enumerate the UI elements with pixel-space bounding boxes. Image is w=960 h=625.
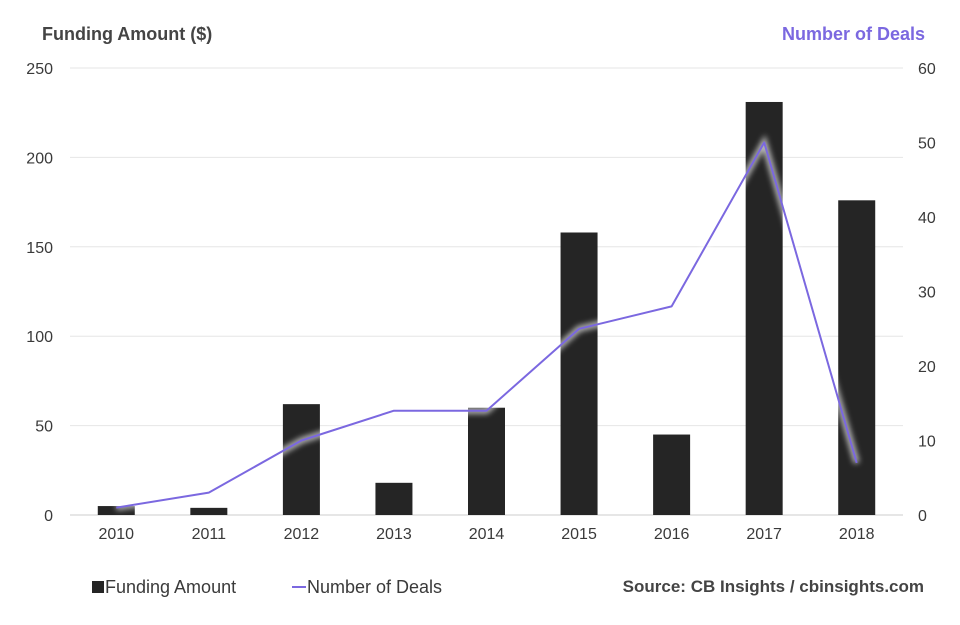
x-tick-label: 2014 [469, 526, 505, 543]
x-tick-label: 2018 [839, 526, 875, 543]
left-tick-label: 200 [26, 150, 53, 167]
right-tick-label: 50 [918, 136, 936, 153]
left-tick-label: 100 [26, 329, 53, 346]
funding-bar [375, 482, 413, 515]
left-tick-label: 150 [26, 240, 53, 257]
legend-line-label: Number of Deals [307, 577, 442, 597]
funding-bar [97, 506, 135, 515]
x-tick-label: 2013 [376, 526, 412, 543]
funding-bar [282, 404, 320, 515]
x-tick-label: 2016 [654, 526, 690, 543]
right-tick-label: 40 [918, 210, 936, 227]
right-axis-ticks: 0 10 20 30 40 50 60 [918, 61, 936, 525]
left-axis-title: Funding Amount ($) [42, 24, 212, 44]
funding-bar [745, 101, 783, 516]
funding-bar [560, 232, 598, 515]
x-tick-label: 2012 [284, 526, 320, 543]
right-tick-label: 0 [918, 508, 927, 525]
deals-line-layer [115, 134, 860, 511]
x-tick-label: 2010 [98, 526, 134, 543]
left-tick-label: 50 [35, 419, 53, 436]
x-tick-label: 2015 [561, 526, 597, 543]
legend-bar-label: Funding Amount [105, 577, 236, 597]
x-axis-ticks: 2010 2011 2012 2013 2014 2015 2016 2017 2018 [98, 526, 874, 543]
legend-bar-swatch [92, 581, 104, 593]
x-tick-label: 2017 [746, 526, 782, 543]
funding-bar [468, 407, 505, 515]
left-tick-label: 0 [44, 508, 53, 525]
right-axis-title: Number of Deals [782, 24, 925, 44]
funding-bar [653, 434, 691, 515]
x-tick-label: 2011 [192, 526, 227, 543]
left-tick-label: 250 [26, 61, 53, 78]
left-axis-ticks: 0 50 100 150 200 250 [26, 61, 53, 525]
right-tick-label: 20 [918, 359, 936, 376]
legend: Funding Amount Number of Deals [92, 577, 442, 597]
right-tick-label: 30 [918, 285, 936, 302]
funding-bar [838, 200, 876, 515]
source-note: Source: CB Insights / cbinsights.com [623, 577, 924, 596]
funding-bars [97, 101, 876, 516]
right-tick-label: 10 [918, 434, 936, 451]
funding-bar [190, 507, 228, 515]
right-tick-label: 60 [918, 61, 936, 78]
